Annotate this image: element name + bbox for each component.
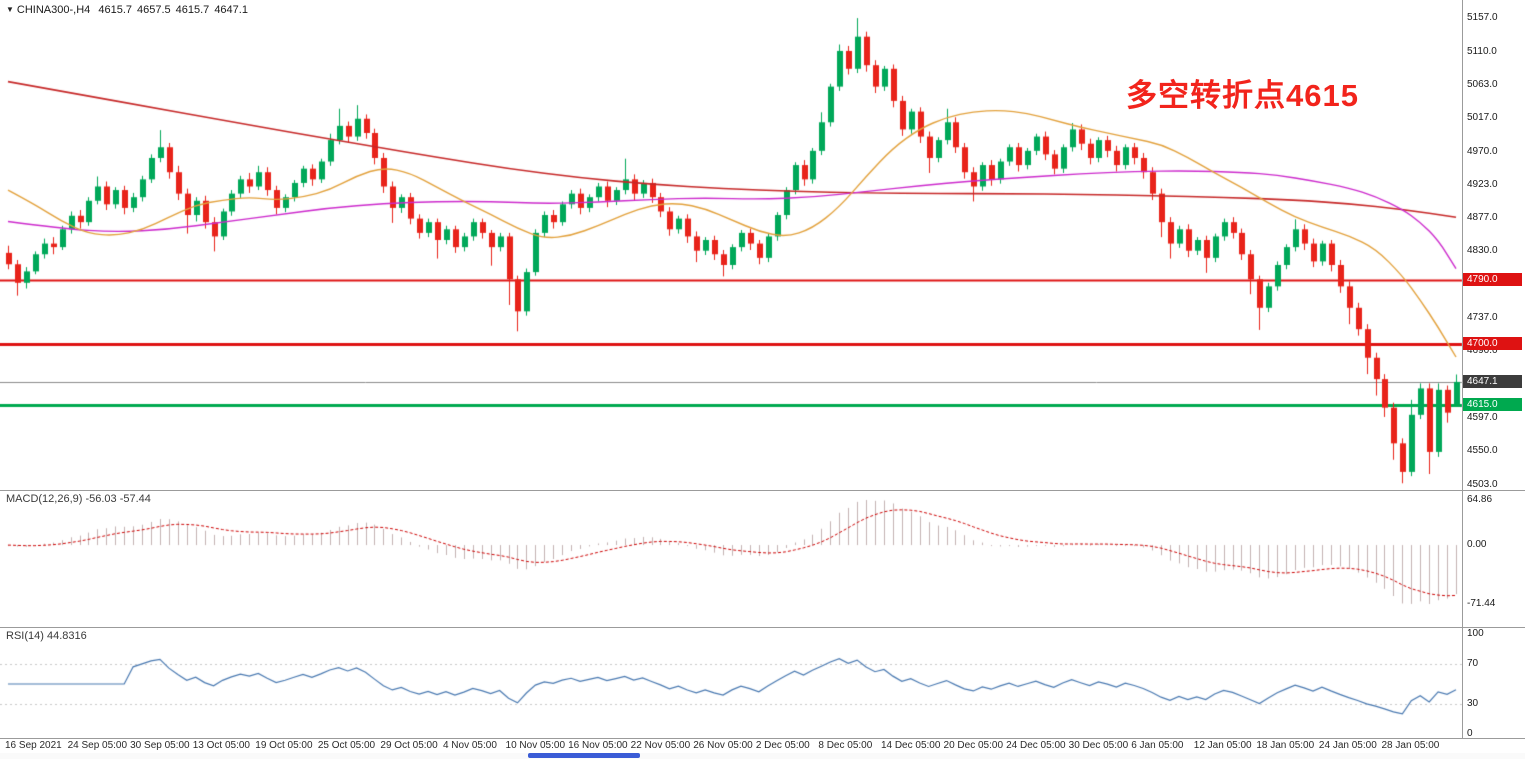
price-axis-tick: 5157.0: [1467, 12, 1498, 24]
price-line-badge-4615.0: 4615.0: [1463, 397, 1522, 411]
price-axis-tick: 4923.0: [1467, 179, 1498, 191]
time-axis-label: 4 Nov 05:00: [442, 740, 497, 751]
price-axis-tick: 4877.0: [1467, 211, 1498, 223]
chart-header: ▼ CHINA300-,H4 4615.7 4657.5 4615.7 4647.1: [6, 4, 253, 16]
price-axis-tick: 4597.0: [1467, 411, 1498, 423]
time-axis-label: 28 Jan 05:00: [1381, 740, 1440, 751]
price-axis-tick: 5110.0: [1467, 45, 1497, 57]
price-line-badge-4790.0: 4790.0: [1463, 272, 1522, 286]
time-axis-label: 26 Nov 05:00: [693, 740, 753, 751]
price-line-badge-4647.1: 4647.1: [1463, 374, 1522, 388]
price-line-badge-4700.0: 4700.0: [1463, 337, 1522, 351]
time-axis-label: 14 Dec 05:00: [880, 740, 941, 751]
price-axis-tick: 4503.0: [1467, 478, 1498, 490]
time-axis-label: 8 Dec 05:00: [818, 740, 873, 751]
price-axis-separator: [1462, 0, 1463, 738]
time-axis-label: 22 Nov 05:00: [630, 740, 691, 751]
time-axis-label: 13 Oct 05:00: [192, 740, 250, 751]
time-axis-label: 19 Oct 05:00: [255, 740, 313, 751]
time-axis-label: 16 Sep 2021: [5, 740, 62, 751]
time-axis-label: 12 Jan 05:00: [1193, 740, 1252, 751]
time-axis-separator: [0, 738, 1525, 739]
price-axis-tick: 4970.0: [1467, 145, 1498, 157]
time-axis-label: 24 Jan 05:00: [1318, 740, 1377, 751]
rsi-indicator-label: RSI(14) 44.8316: [6, 630, 87, 642]
time-axis-label: 20 Dec 05:00: [943, 740, 1004, 751]
macd-axis-tick: -71.44: [1467, 598, 1496, 609]
time-axis-label: 30 Sep 05:00: [130, 740, 190, 751]
horizontal-scrollbar-thumb[interactable]: [528, 753, 640, 758]
price-axis-tick: 4550.0: [1467, 445, 1498, 457]
macd-indicator-label: MACD(12,26,9) -56.03 -57.44: [6, 493, 151, 505]
time-axis-label: 18 Jan 05:00: [1256, 740, 1315, 751]
symbol-dropdown-icon[interactable]: ▼: [6, 5, 14, 14]
ohlc-high: 4657.5: [137, 4, 171, 16]
ohlc-low: 4615.7: [175, 4, 210, 16]
time-axis-label: 30 Dec 05:00: [1068, 740, 1129, 751]
time-axis-label: 25 Oct 05:00: [317, 740, 376, 751]
price-axis-tick: 4830.0: [1467, 245, 1498, 257]
ohlc-open: 4615.7: [98, 4, 132, 16]
macd-panel-separator[interactable]: [0, 490, 1525, 491]
rsi-axis-tick: 30: [1467, 698, 1479, 709]
ohlc-close: 4647.1: [214, 4, 248, 16]
time-axis-label: 10 Nov 05:00: [505, 740, 566, 751]
chart-annotation-text: 多空转折点4615: [1126, 78, 1359, 113]
time-axis-label: 29 Oct 05:00: [380, 740, 438, 751]
rsi-axis-tick: 100: [1467, 628, 1484, 639]
time-axis-label: 24 Dec 05:00: [1006, 740, 1066, 751]
macd-axis-tick: 0.00: [1467, 539, 1487, 551]
time-axis-label: 24 Sep 05:00: [67, 740, 128, 751]
horizontal-scrollbar-track[interactable]: [0, 753, 1525, 759]
time-axis-label: 2 Dec 05:00: [755, 740, 810, 751]
symbol-timeframe-label: CHINA300-,H4: [16, 4, 91, 16]
time-axis-label: 16 Nov 05:00: [568, 740, 628, 751]
price-axis-tick: 4690.0: [1467, 345, 1498, 357]
price-axis-tick: 5017.0: [1467, 112, 1498, 123]
price-axis-tick: 4737.0: [1467, 311, 1498, 323]
price-axis-tick: 5063.0: [1467, 79, 1498, 91]
rsi-panel-separator[interactable]: [0, 627, 1525, 628]
rsi-axis-tick: 70: [1467, 658, 1479, 669]
rsi-axis-tick: 0: [1467, 728, 1473, 739]
time-axis-label: 6 Jan 05:00: [1131, 740, 1184, 751]
macd-axis-tick: 64.86: [1467, 494, 1493, 505]
